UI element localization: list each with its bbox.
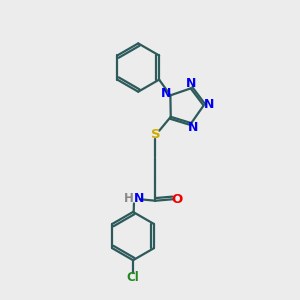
Text: S: S xyxy=(151,128,160,141)
Text: N: N xyxy=(186,77,196,91)
Text: Cl: Cl xyxy=(127,272,140,284)
Text: N: N xyxy=(161,86,171,100)
Text: N: N xyxy=(134,192,144,205)
Text: N: N xyxy=(204,98,215,111)
Text: O: O xyxy=(171,193,182,206)
Text: N: N xyxy=(188,121,198,134)
Text: H: H xyxy=(124,192,134,205)
